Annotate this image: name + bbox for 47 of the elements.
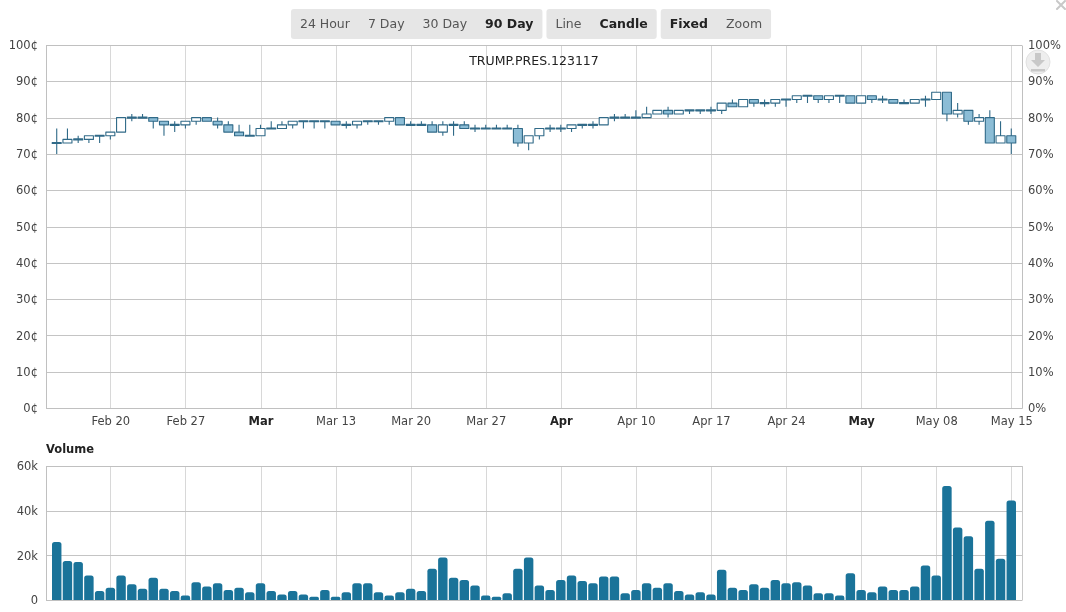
button-group: 24 Hour 7 Day 30 Day 90 Day <box>290 9 543 39</box>
bar <box>52 541 62 600</box>
y2-tick-label: 70% <box>1028 147 1054 162</box>
y2-tick-label: 100% <box>1028 38 1061 53</box>
x-tick-label: Mar 27 <box>466 414 507 429</box>
y-tick-label: 100¢ <box>8 38 38 53</box>
x-tick-label: May <box>848 414 876 429</box>
y-tick-label: 20¢ <box>16 328 38 343</box>
y-tick-label: 60¢ <box>16 183 38 198</box>
x-tick-label: Feb 20 <box>91 414 131 429</box>
x-tick-label: Mar 13 <box>316 414 357 429</box>
x-tick-label: Mar <box>248 414 274 429</box>
y-tick-label: 30¢ <box>16 292 38 307</box>
y-tick-label: 90¢ <box>16 74 38 89</box>
bar <box>1006 500 1016 600</box>
x-tick-label: Feb 27 <box>166 414 206 429</box>
bar <box>802 585 813 600</box>
y-tick-label: 80¢ <box>16 110 38 125</box>
y-tick-label: 20k <box>16 548 39 563</box>
chart-title: Volume <box>46 442 95 457</box>
y2-tick-label: 0% <box>1028 401 1047 416</box>
y-tick-label: 40¢ <box>16 255 38 270</box>
y2-tick-label: 20% <box>1028 328 1054 343</box>
x-tick-label: May 08 <box>915 414 958 429</box>
x-tick-label: Mar 20 <box>391 414 432 429</box>
x-tick-label: Apr <box>549 414 574 429</box>
text: TRUMP.PRES.123117 <box>468 53 599 69</box>
y2-tick-label: 60% <box>1028 183 1054 198</box>
x-tick-label: May 15 <box>990 414 1033 429</box>
x-tick-label: Apr 24 <box>767 414 806 429</box>
y2-tick-label: 50% <box>1028 219 1054 234</box>
x-tick-label: Apr 10 <box>617 414 656 429</box>
y-tick-label: 40k <box>16 503 39 518</box>
y2-tick-label: 40% <box>1028 255 1054 270</box>
y-tick-label: 0 <box>30 593 38 608</box>
y-tick-label: 50¢ <box>16 219 38 234</box>
y2-tick-label: 80% <box>1028 110 1054 125</box>
y-tick-label: 10¢ <box>16 364 38 379</box>
y-tick-label: 60k <box>16 459 39 474</box>
button-group: Line Candle <box>546 9 657 39</box>
y-tick-label: 0¢ <box>23 401 38 416</box>
y-tick-label: 70¢ <box>16 147 38 162</box>
y2-tick-label: 10% <box>1028 364 1054 379</box>
button-group: Fixed Zoom <box>660 9 772 39</box>
y2-tick-label: 30% <box>1028 292 1054 307</box>
y2-tick-label: 90% <box>1028 74 1054 89</box>
x-tick-label: Apr 17 <box>692 414 731 429</box>
